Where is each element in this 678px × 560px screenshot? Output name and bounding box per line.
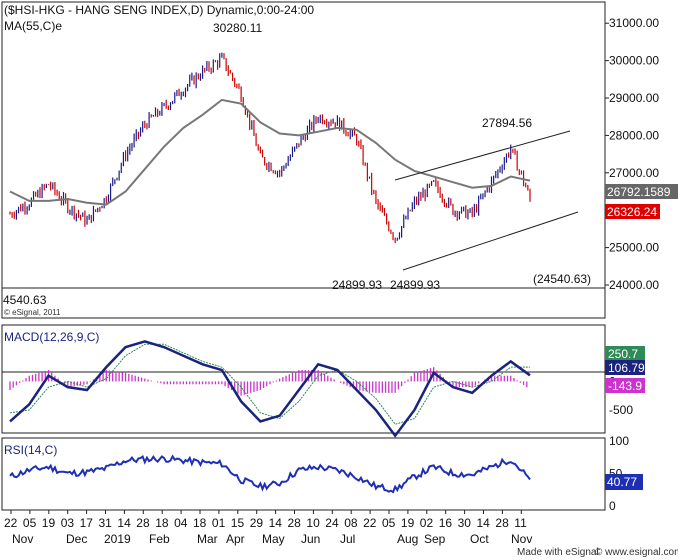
copyright-text: © eSignal, 2011 bbox=[4, 308, 61, 317]
price-tick-label: 31000.00 bbox=[609, 16, 659, 30]
signal-value-badge bbox=[605, 346, 645, 361]
x-month-label: Nov bbox=[511, 532, 532, 546]
x-day-label: 22 bbox=[363, 516, 377, 530]
macd-tick-label: -500 bbox=[609, 403, 633, 417]
x-day-label: 15 bbox=[231, 516, 245, 530]
x-day-label: 17 bbox=[80, 516, 94, 530]
x-month-label: Nov bbox=[12, 532, 33, 546]
rsi-tick-label: 100 bbox=[609, 434, 629, 448]
x-day-label: 14 bbox=[477, 516, 491, 530]
ma-value-badge bbox=[605, 184, 678, 199]
price-tick-label: 30000.00 bbox=[609, 54, 659, 68]
x-day-label: 28 bbox=[136, 516, 150, 530]
x-axis-month-labels: Nov Dec 2019 Feb Mar Apr May Jun Jul Aug Sep Oct Nov bbox=[12, 532, 532, 546]
rsi-tick-label: 0 bbox=[609, 499, 616, 513]
x-day-label: 22 bbox=[4, 516, 18, 530]
macd-signal-line bbox=[9, 343, 531, 425]
x-day-label: 19 bbox=[401, 516, 415, 530]
rsi-line bbox=[9, 454, 531, 494]
x-day-label: 05 bbox=[23, 516, 37, 530]
peak-annotation: 27894.56 bbox=[482, 116, 532, 130]
footer-credit: Made with eSignal bbox=[517, 547, 599, 558]
x-day-label: 11 bbox=[514, 516, 527, 530]
x-day-label: 10 bbox=[306, 516, 320, 530]
macd-line bbox=[9, 340, 531, 438]
hist-value-text: -143.9 bbox=[608, 379, 642, 393]
x-day-label: 02 bbox=[420, 516, 434, 530]
x-day-label: 03 bbox=[61, 516, 75, 530]
x-month-label: Oct bbox=[470, 532, 489, 546]
x-day-label: 30 bbox=[458, 516, 472, 530]
price-tick-label: 28000.00 bbox=[609, 128, 659, 142]
low-annotation-2: 24899.93 bbox=[390, 278, 440, 292]
x-month-label: Apr bbox=[226, 532, 245, 546]
x-month-label: Dec bbox=[66, 532, 87, 546]
x-day-label: 18 bbox=[193, 516, 207, 530]
price-tick-labels: 31000.00 30000.00 29000.00 28000.00 27000.00… bbox=[605, 16, 659, 292]
x-day-label: 28 bbox=[288, 516, 302, 530]
last-price-badge bbox=[605, 204, 660, 219]
last-price-text: 26326.24 bbox=[607, 205, 657, 219]
bracket-low-annotation: (24540.63) bbox=[533, 272, 591, 286]
macd-legend: MACD(12,26,9,C) bbox=[4, 330, 99, 344]
x-day-label: 19 bbox=[42, 516, 56, 530]
price-tick-label: 27000.00 bbox=[609, 166, 659, 180]
panel-frames bbox=[1, 1, 606, 511]
rsi-legend: RSI(14,C) bbox=[4, 443, 57, 457]
x-day-label: 14 bbox=[269, 516, 283, 530]
footer-url: © www.esignal.com bbox=[595, 547, 678, 558]
x-month-label: Aug bbox=[397, 532, 418, 546]
x-day-label: 31 bbox=[99, 516, 113, 530]
x-month-label: May bbox=[262, 532, 285, 546]
x-day-label: 28 bbox=[495, 516, 509, 530]
signal-value-text: 250.7 bbox=[608, 347, 638, 361]
hist-value-badge bbox=[605, 378, 645, 393]
left-cut-annotation: 4540.63 bbox=[3, 293, 47, 307]
x-day-label: 05 bbox=[382, 516, 396, 530]
x-day-label: 08 bbox=[344, 516, 358, 530]
ma-line bbox=[9, 98, 531, 206]
macd-value-badge bbox=[605, 360, 645, 375]
x-month-label: Feb bbox=[149, 532, 170, 546]
x-axis-day-labels: 22 05 19 03 17 31 14 28 18 04 18 01 15 29 14 28 10 24 08 22… bbox=[4, 510, 527, 530]
x-month-label: 2019 bbox=[104, 532, 131, 546]
trend-channel-lower bbox=[402, 211, 579, 271]
x-day-label: 18 bbox=[155, 516, 169, 530]
x-day-label: 24 bbox=[325, 516, 339, 530]
macd-value-text: 106.79 bbox=[608, 361, 645, 375]
chart-title: ($HSI-HKG - HANG SENG INDEX,D) Dynamic,0… bbox=[4, 3, 314, 17]
rsi-panel-frame bbox=[1, 437, 606, 511]
low-annotation-1: 24899.93 bbox=[332, 278, 382, 292]
x-day-label: 04 bbox=[174, 516, 188, 530]
price-tick-label: 29000.00 bbox=[609, 91, 659, 105]
x-month-label: Sep bbox=[424, 532, 446, 546]
price-panel-frame bbox=[1, 1, 606, 319]
macd-histogram bbox=[9, 367, 528, 396]
x-month-label: Jul bbox=[340, 532, 355, 546]
price-tick-label: 25000.00 bbox=[609, 241, 659, 255]
x-day-label: 01 bbox=[212, 516, 226, 530]
ma-value-text: 26792.1589 bbox=[607, 185, 671, 199]
rsi-value-text: 40.77 bbox=[607, 475, 637, 489]
x-month-label: Jun bbox=[301, 532, 320, 546]
price-candles bbox=[9, 52, 531, 244]
rsi-value-badge bbox=[605, 474, 643, 490]
ma-legend: MA(55,C)e bbox=[4, 19, 62, 33]
x-day-label: 16 bbox=[439, 516, 453, 530]
x-month-label: Mar bbox=[197, 532, 218, 546]
high-annotation: 30280.11 bbox=[213, 21, 262, 35]
x-day-label: 29 bbox=[250, 516, 264, 530]
trend-channel-upper bbox=[394, 130, 571, 181]
x-day-label: 14 bbox=[117, 516, 131, 530]
price-tick-label: 24000.00 bbox=[609, 278, 659, 292]
